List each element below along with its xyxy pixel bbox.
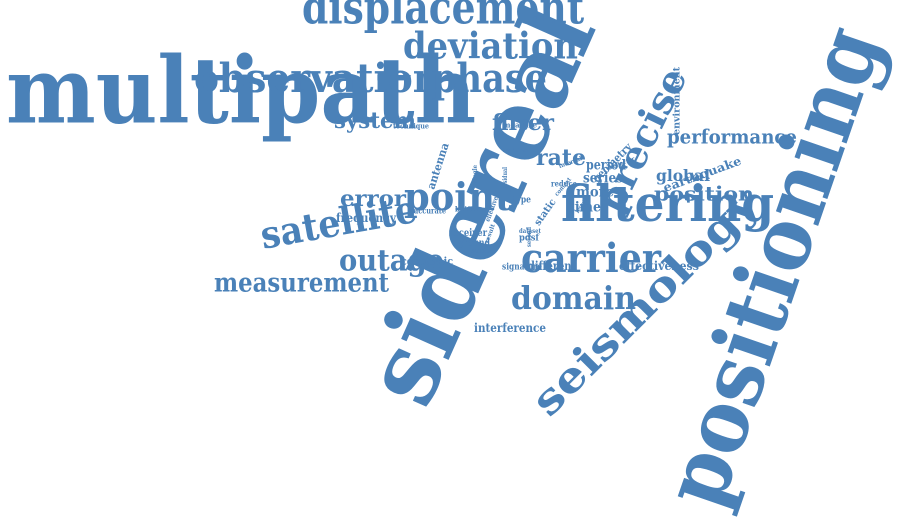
word-signature: signature (502, 262, 543, 273)
word-point: point (404, 173, 512, 219)
word-series: series (583, 170, 623, 187)
word-measure: measure (503, 120, 538, 130)
word-deviation: deviation (403, 25, 578, 68)
word-carrier: carrier (521, 235, 661, 283)
word-multipath: multipath (6, 36, 477, 145)
word-residual: residual (502, 166, 510, 189)
word-phase: phase (432, 55, 547, 103)
word-filtering: filtering (561, 174, 775, 233)
word-period: period (586, 157, 627, 174)
word-receiver: receiver (449, 227, 487, 239)
word-dataset: dataset (519, 228, 541, 236)
word-type: type (513, 195, 532, 206)
word-domain: domain (511, 278, 637, 317)
word-time: time (569, 199, 601, 216)
word-global: global (656, 165, 711, 185)
word-performance: performance (667, 124, 797, 149)
word-frequency: frequency (336, 211, 396, 226)
word-coseismic: coseismic (401, 254, 454, 268)
word-outage: outage (339, 243, 445, 279)
word-rate: rate (536, 144, 587, 171)
word-environment: environment (672, 66, 683, 135)
word-system: system (334, 107, 417, 134)
word-pdsf: pdsf (519, 233, 540, 244)
word-ground: ground (458, 237, 491, 249)
word-displacement: displacement (302, 0, 585, 35)
word-more: more (576, 184, 615, 201)
word-effectiveness: effectiveness (619, 259, 699, 274)
word-filter: filter (492, 109, 554, 136)
word-single: single (472, 165, 480, 183)
word-reduce: reduce (551, 178, 577, 189)
word-warning: warning (502, 147, 528, 155)
word-different: different (528, 259, 576, 274)
word-error: error (340, 185, 406, 212)
word-measurement: measurement (214, 268, 390, 299)
word-station: station (471, 248, 493, 256)
word-accurate: accurate (414, 205, 447, 216)
word-better: better (455, 204, 479, 214)
word-observation: observation (194, 55, 441, 103)
word-interference: interference (474, 321, 546, 336)
word-position: position (654, 181, 754, 206)
word-technique: technique (393, 121, 430, 131)
